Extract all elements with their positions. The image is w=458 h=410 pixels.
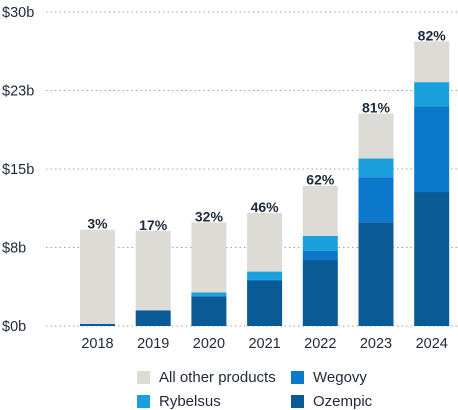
bar-segment (247, 271, 283, 280)
bar-segment (80, 229, 115, 324)
y-tick-label: $23b (2, 84, 34, 100)
x-tick-label: 2018 (81, 336, 113, 352)
y-axis-ticks: $0b $8b $15b $23b $30b (2, 5, 34, 335)
bar-segment (247, 212, 283, 272)
bar-segment (191, 222, 227, 293)
bar-segment (191, 292, 227, 296)
bar-segment (80, 323, 115, 326)
bar-segment (302, 235, 338, 251)
x-tick-label: 2020 (193, 336, 225, 352)
bar-segment (302, 260, 338, 326)
bar-segment (302, 250, 338, 261)
x-tick-label: 2021 (248, 336, 280, 352)
bar-percent-label: 46% (251, 199, 280, 215)
bar-segment (302, 185, 338, 236)
bar-segment (414, 192, 450, 326)
y-tick-label: $30b (2, 5, 34, 21)
x-tick-label: 2019 (137, 336, 169, 352)
y-tick-label: $0b (2, 319, 26, 335)
bar-segment (135, 310, 171, 326)
bar-percent-label: 3% (87, 216, 108, 232)
bar-segment (191, 295, 227, 297)
bar-segment (414, 106, 450, 193)
bar-segment (191, 296, 227, 326)
bar-segment (414, 82, 450, 107)
bar-percent-label: 81% (362, 100, 391, 116)
bar-segment (358, 113, 394, 159)
y-tick-label: $8b (2, 241, 26, 257)
bar-segment (414, 41, 450, 83)
bar-percent-label: 32% (195, 208, 224, 224)
bar-percent-label: 62% (306, 172, 335, 188)
bar-percent-label: 82% (418, 27, 447, 43)
bar-segment (247, 279, 283, 281)
y-tick-label: $15b (2, 162, 34, 178)
x-tick-label: 2022 (304, 336, 336, 352)
bar-segment (135, 230, 171, 311)
x-tick-label: 2023 (360, 336, 392, 352)
bar-segment (358, 222, 394, 326)
bars (80, 41, 450, 326)
bar-annotations: 3% 17% 32% 46% 62% 81% 82% (87, 27, 446, 232)
bar-segment (358, 158, 394, 178)
bar-segment (247, 280, 283, 326)
x-axis-ticks: 2018 2019 2020 2021 2022 2023 2024 (81, 336, 447, 352)
bar-percent-label: 17% (139, 217, 168, 233)
bar-segment (358, 177, 394, 223)
x-tick-label: 2024 (416, 336, 448, 352)
